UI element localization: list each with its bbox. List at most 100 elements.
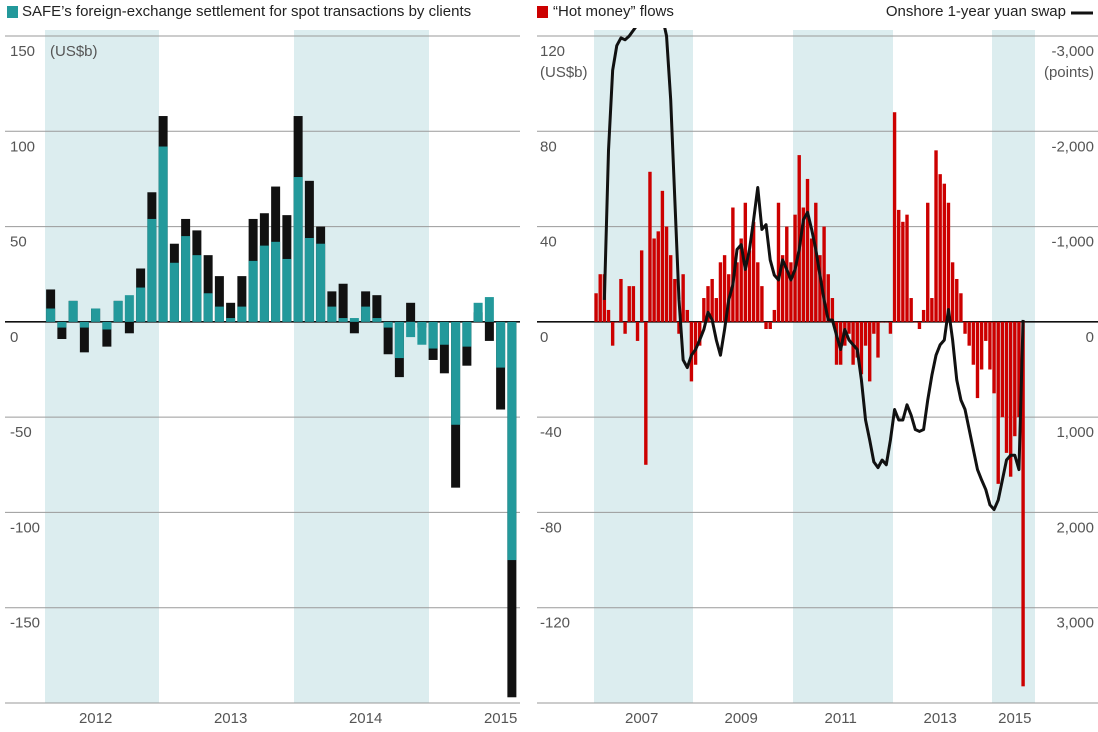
bar [394,321,404,359]
bar [668,255,673,322]
bar [930,298,934,322]
bar [938,174,942,322]
x-tick-label: 2013 [923,710,956,727]
bar [428,321,438,349]
bar [46,308,56,322]
bar [619,278,623,322]
bar [776,202,781,322]
bar [946,202,951,322]
bar [406,321,416,338]
bar [884,321,888,323]
bar [905,214,909,322]
bar [996,321,1000,484]
bar [203,255,213,322]
bar [801,207,806,322]
bar [439,321,449,374]
legend-label: “Hot money” flows [553,3,674,20]
bar [594,293,598,322]
bar [484,297,494,322]
x-tick-label: 2014 [349,710,382,727]
bar [406,302,416,322]
y-tick-label: -80 [540,519,562,536]
bar [760,286,764,322]
bar [615,321,619,323]
bar [892,112,897,322]
y2-tick-label: 1,000 [1056,424,1094,441]
bar [809,238,814,322]
bar [46,289,56,322]
bar [714,298,719,322]
bar [830,298,835,322]
bar [706,286,710,322]
bar [992,321,996,394]
bar [623,321,627,334]
bar [304,238,314,322]
y-tick-label: 100 [10,138,35,155]
legend-label: Onshore 1-year yuan swap [886,3,1066,20]
bar [909,298,913,322]
bar [677,321,681,334]
bar [203,293,213,322]
bar [979,321,984,370]
bar [338,318,348,322]
bar [91,308,101,322]
bar [1000,321,1005,418]
y2-tick-label: 3,000 [1056,615,1094,632]
bar [876,321,880,358]
y-unit: (US$b) [540,64,588,81]
bar [988,321,992,370]
bar [372,295,382,322]
bar [631,286,636,322]
bar [1008,321,1013,477]
bar [158,146,168,322]
bar [102,321,112,347]
bar [702,298,706,322]
bar [747,250,752,322]
band [594,30,693,703]
bar [656,231,660,322]
bar [79,321,89,353]
bar [751,221,756,322]
band [45,30,159,703]
bar [598,274,602,322]
bar [764,321,768,330]
y2-tick-label: -3,000 [1051,43,1094,60]
bar [248,260,258,322]
y2-tick-label: 0 [1086,329,1094,346]
bar [913,321,918,323]
x-tick-label: 2015 [998,710,1031,727]
bar [606,309,611,322]
y-tick-label: 80 [540,138,557,155]
y-tick-label: 0 [10,329,18,346]
band [294,30,429,703]
bar [639,250,644,322]
bar [349,321,359,334]
bar [271,241,281,322]
y-tick-label: -40 [540,424,562,441]
x-tick-label: 2011 [825,710,857,727]
bar [926,202,930,322]
bar [950,262,955,322]
bar [693,321,698,365]
bar [338,283,348,322]
bar [731,207,735,322]
bar [124,295,134,322]
bar [439,321,449,345]
bar [383,321,393,328]
y2-tick-label: -2,000 [1051,138,1094,155]
y-tick-label: -120 [540,615,570,632]
bar [1017,321,1021,418]
bar [963,321,967,334]
bar [797,155,801,322]
bar [735,262,739,322]
bar [955,278,959,322]
y-tick-label: -50 [10,424,32,441]
bar [664,226,669,322]
y-tick-label: 50 [10,234,27,251]
bar [967,321,971,346]
bar [789,262,793,322]
bar [689,321,694,382]
band [793,30,893,703]
bar [226,318,236,322]
